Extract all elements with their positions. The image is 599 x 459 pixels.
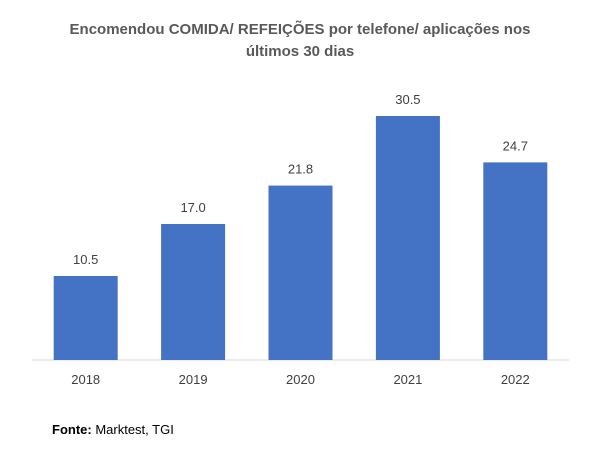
data-label-2018: 10.5: [73, 252, 98, 267]
x-tick-2021: 2021: [393, 372, 422, 387]
bar-2019: [161, 224, 226, 360]
bar-2020: [268, 185, 333, 360]
x-tick-2022: 2022: [501, 372, 530, 387]
bar-2018: [53, 276, 118, 360]
data-label-2020: 21.8: [288, 162, 313, 177]
source-text: Marktest, TGI: [91, 422, 174, 437]
data-label-2021: 30.5: [395, 92, 420, 107]
x-tick-2020: 2020: [286, 372, 315, 387]
source-note: Fonte: Marktest, TGI: [52, 422, 174, 437]
bar-2022: [483, 162, 548, 360]
data-label-2019: 17.0: [180, 200, 205, 215]
bar-2021: [375, 116, 440, 360]
bars-group: 10.5 2018 17.0 2019 21.8 2020 30.5 2021 24.7 2022: [53, 92, 548, 387]
data-label-2022: 24.7: [503, 138, 528, 153]
chart-title-line-2: últimos 30 dias: [246, 43, 354, 60]
source-label: Fonte:: [52, 422, 92, 437]
x-tick-2019: 2019: [179, 372, 208, 387]
x-tick-2018: 2018: [71, 372, 100, 387]
chart-title-line-1: Encomendou COMIDA/ REFEIÇÕES por telefon…: [70, 20, 531, 38]
